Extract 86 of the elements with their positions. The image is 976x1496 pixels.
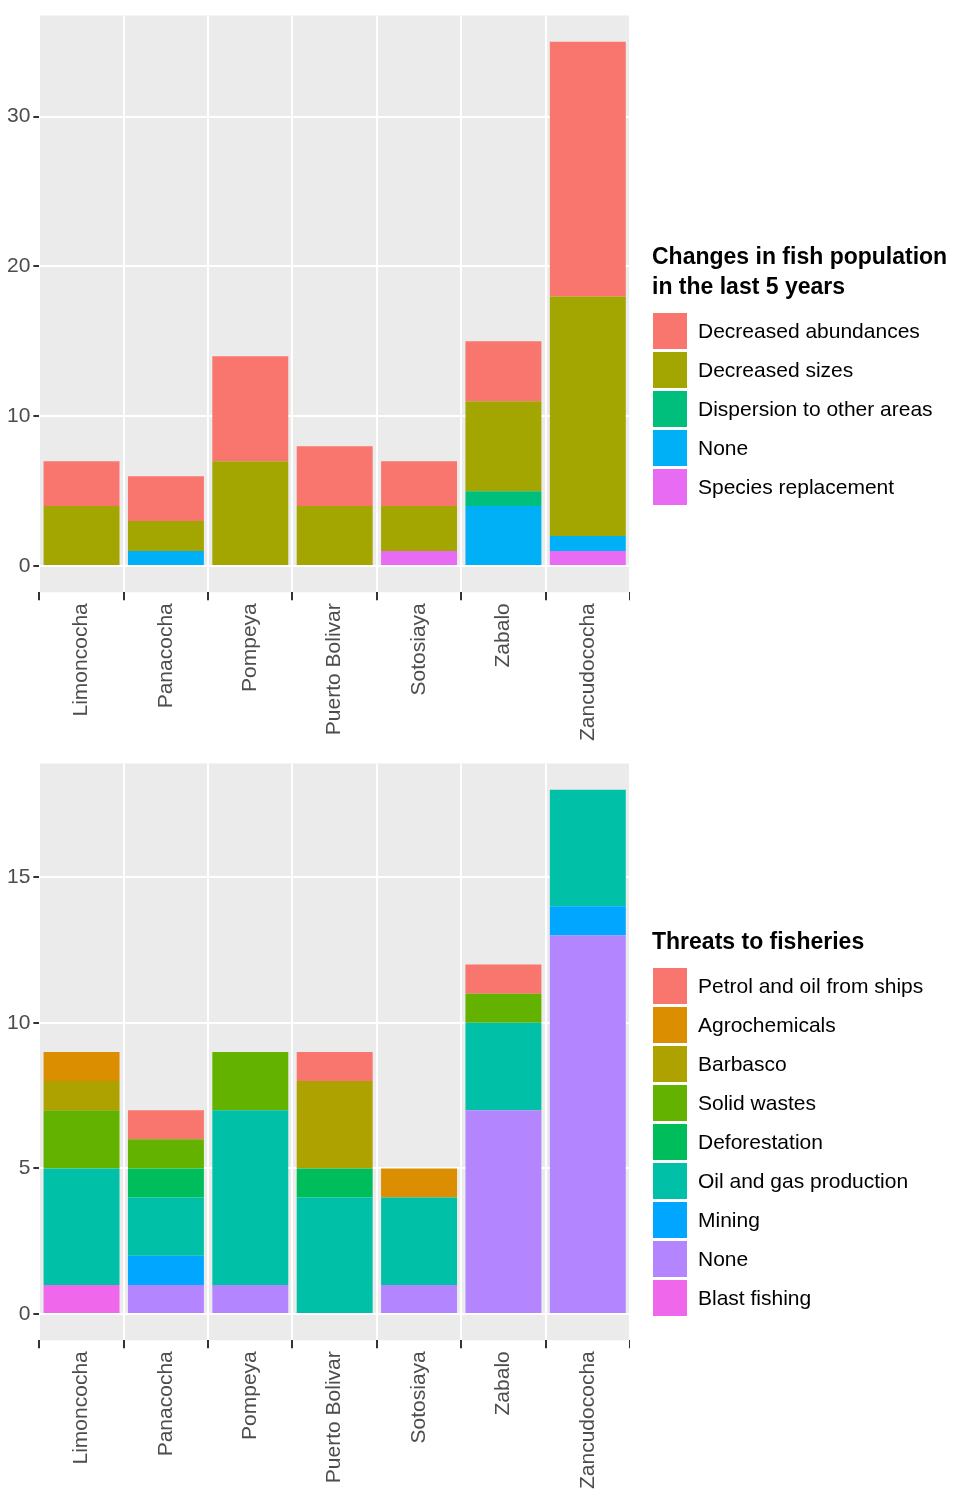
bar bbox=[127, 1139, 204, 1169]
x-tick-label: Limoncocha bbox=[68, 1350, 92, 1465]
legend-title: Changes in fish population in the last 5 years bbox=[652, 241, 948, 301]
x-tick-label: Panacocha bbox=[152, 1350, 176, 1457]
bar bbox=[43, 1081, 120, 1111]
legend-label: Agrochemicals bbox=[698, 1012, 836, 1037]
bar bbox=[381, 506, 458, 552]
bar bbox=[549, 551, 626, 566]
y-tick-label: 10 bbox=[7, 1009, 31, 1033]
bar bbox=[43, 1051, 120, 1082]
bar bbox=[465, 341, 542, 402]
y-tick-label: 20 bbox=[7, 253, 31, 277]
bar bbox=[296, 506, 373, 566]
bar bbox=[127, 521, 204, 552]
bar bbox=[127, 1255, 204, 1285]
x-tick-label: Sotosiaya bbox=[405, 1350, 429, 1444]
legend-title: Threats to fisheries bbox=[652, 926, 866, 956]
x-tick-label: Sotosiaya bbox=[405, 602, 429, 696]
bar bbox=[127, 1197, 204, 1256]
legend-label: Barbasco bbox=[698, 1051, 787, 1076]
legend-label: Petrol and oil from ships bbox=[698, 973, 924, 998]
bar bbox=[465, 506, 542, 566]
bar bbox=[296, 1051, 373, 1082]
bar bbox=[549, 41, 626, 297]
bar bbox=[549, 906, 626, 936]
bar bbox=[465, 964, 542, 994]
x-tick-label: Zancudococha bbox=[574, 602, 598, 741]
bar bbox=[381, 461, 458, 507]
x-tick-label: Puerto Bolivar bbox=[321, 603, 345, 736]
bar bbox=[296, 1081, 373, 1169]
bar bbox=[381, 551, 458, 566]
bar bbox=[549, 536, 626, 552]
y-tick-label: 5 bbox=[18, 1155, 31, 1179]
bar bbox=[127, 551, 204, 566]
bar bbox=[127, 1168, 204, 1198]
bar bbox=[212, 461, 289, 566]
bar bbox=[43, 1110, 120, 1169]
y-tick-label: 30 bbox=[7, 103, 31, 127]
x-tick-label: Limoncocha bbox=[68, 602, 92, 717]
legend-label: Decreased abundances bbox=[698, 318, 920, 343]
legend-label: Solid wastes bbox=[698, 1090, 816, 1115]
legend-label: None bbox=[698, 435, 749, 460]
bar bbox=[296, 1197, 373, 1314]
bar bbox=[43, 1168, 120, 1285]
x-tick-label: Pompeya bbox=[237, 602, 261, 692]
legend-label: None bbox=[698, 1246, 749, 1271]
bar bbox=[465, 401, 542, 492]
legend-label: Mining bbox=[698, 1207, 760, 1232]
x-tick-label: Zabalo bbox=[490, 603, 514, 668]
x-tick-label: Panacocha bbox=[152, 602, 176, 709]
legend-label: Deforestation bbox=[698, 1129, 823, 1154]
x-tick-label: Zancudococha bbox=[574, 1350, 598, 1489]
bar bbox=[381, 1168, 458, 1198]
bar bbox=[549, 789, 626, 907]
bar bbox=[127, 1284, 204, 1314]
y-tick-label: 10 bbox=[7, 403, 31, 427]
bar bbox=[127, 1110, 204, 1140]
legend-label: Decreased sizes bbox=[698, 357, 854, 382]
x-tick-label: Pompeya bbox=[237, 1350, 261, 1440]
legend-label: Species replacement bbox=[698, 474, 895, 499]
x-tick-label: Zabalo bbox=[490, 1351, 514, 1416]
bar bbox=[465, 1110, 542, 1314]
bar bbox=[43, 1284, 120, 1314]
bar bbox=[465, 1022, 542, 1111]
bar bbox=[43, 506, 120, 566]
legend-label: Dispersion to other areas bbox=[698, 396, 933, 421]
bar bbox=[549, 935, 626, 1314]
y-tick-label: 15 bbox=[7, 863, 31, 887]
y-tick-label: 0 bbox=[18, 552, 31, 576]
bar bbox=[43, 461, 120, 507]
bar bbox=[296, 1168, 373, 1198]
bar bbox=[381, 1284, 458, 1314]
bar bbox=[465, 993, 542, 1023]
bar bbox=[549, 296, 626, 537]
bar bbox=[127, 476, 204, 522]
bar bbox=[212, 1051, 289, 1111]
bar bbox=[212, 1110, 289, 1285]
bar bbox=[212, 1284, 289, 1314]
x-tick-label: Puerto Bolivar bbox=[321, 1351, 345, 1484]
legend-label: Oil and gas production bbox=[698, 1168, 909, 1193]
bar bbox=[381, 1197, 458, 1285]
bar bbox=[212, 356, 289, 462]
bar bbox=[465, 491, 542, 507]
legend-label: Blast fishing bbox=[698, 1285, 812, 1310]
bar bbox=[296, 446, 373, 507]
y-tick-label: 0 bbox=[18, 1300, 31, 1324]
